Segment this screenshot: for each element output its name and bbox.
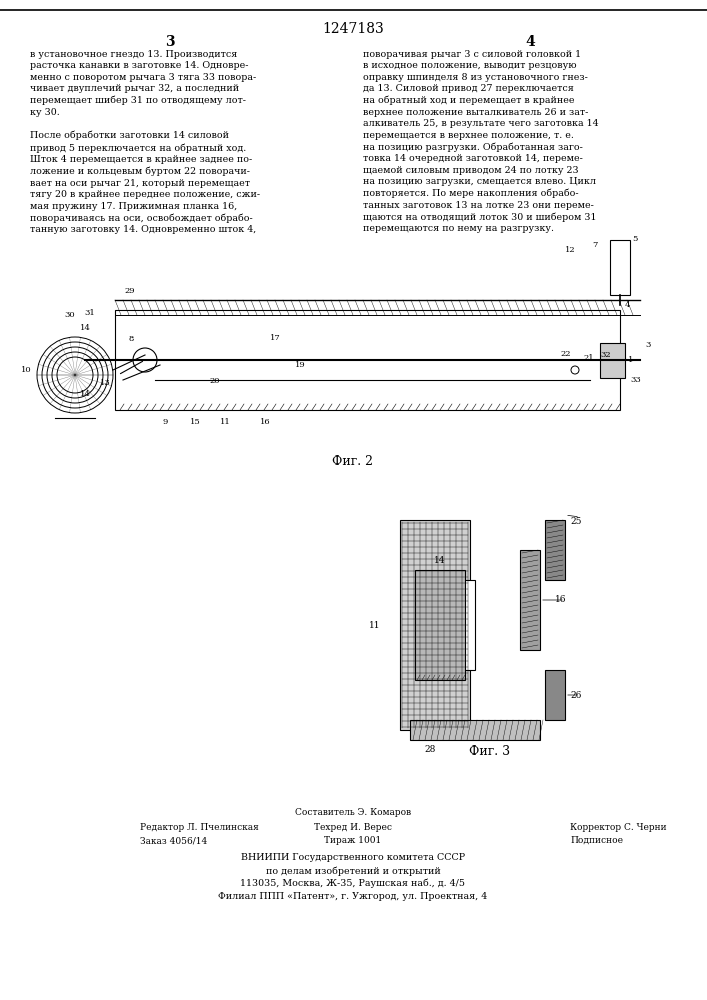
Text: 26: 26: [570, 690, 581, 700]
Text: Составитель Э. Комаров: Составитель Э. Комаров: [295, 808, 411, 817]
Text: в установочное гнездо 13. Производится
расточка канавки в заготовке 14. Одновре-: в установочное гнездо 13. Производится р…: [30, 50, 260, 234]
Text: 20: 20: [210, 377, 221, 385]
Text: 15: 15: [189, 418, 200, 426]
Text: 9: 9: [163, 418, 168, 426]
Bar: [410, 720, 540, 740]
Bar: [610, 240, 630, 295]
Text: поворачивая рычаг 3 с силовой головкой 1
в исходное положение, выводит резцовую
: поворачивая рычаг 3 с силовой головкой 1…: [363, 50, 599, 233]
Bar: [415, 580, 475, 670]
Text: 25: 25: [570, 517, 581, 526]
Text: 14: 14: [80, 390, 91, 398]
Text: 19: 19: [295, 361, 305, 369]
Text: Редактор Л. Пчелинская: Редактор Л. Пчелинская: [140, 823, 259, 832]
Circle shape: [571, 366, 579, 374]
Text: 32: 32: [600, 351, 611, 359]
Text: 10: 10: [21, 366, 32, 374]
Bar: [400, 520, 470, 730]
Text: 113035, Москва, Ж-35, Раушская наб., д. 4/5: 113035, Москва, Ж-35, Раушская наб., д. …: [240, 879, 465, 888]
Text: 31: 31: [85, 309, 95, 317]
Text: 21: 21: [583, 354, 594, 362]
Text: Техред И. Верес: Техред И. Верес: [314, 823, 392, 832]
Text: 5: 5: [632, 235, 638, 243]
Text: 22: 22: [560, 350, 571, 358]
Text: 11: 11: [368, 620, 380, 630]
Text: Фиг. 2: Фиг. 2: [332, 455, 373, 468]
Text: 11: 11: [220, 418, 230, 426]
Text: 13: 13: [100, 379, 110, 387]
Text: 14: 14: [434, 556, 445, 565]
Bar: [415, 570, 465, 680]
Text: 8: 8: [128, 335, 134, 343]
Text: 17: 17: [269, 334, 281, 342]
Text: 3: 3: [645, 341, 650, 349]
Bar: [600, 342, 625, 377]
Text: 16: 16: [555, 595, 566, 604]
Text: 30: 30: [64, 311, 76, 319]
Text: 3: 3: [165, 35, 175, 49]
Bar: [520, 550, 540, 650]
Text: 28: 28: [424, 745, 436, 754]
Text: Корректор С. Черни: Корректор С. Черни: [570, 823, 667, 832]
Text: 1247183: 1247183: [322, 22, 384, 36]
Text: 29: 29: [124, 287, 135, 295]
Text: 33: 33: [630, 376, 641, 384]
Text: 7: 7: [592, 241, 597, 249]
Bar: [115, 310, 620, 410]
Text: 12: 12: [565, 246, 575, 254]
Text: 1: 1: [628, 356, 633, 364]
Text: Тираж 1001: Тираж 1001: [325, 836, 382, 845]
Text: 16: 16: [259, 418, 270, 426]
Text: Заказ 4056/14: Заказ 4056/14: [140, 836, 207, 845]
Text: 4: 4: [525, 35, 535, 49]
Text: Филиал ППП «Патент», г. Ужгород, ул. Проектная, 4: Филиал ППП «Патент», г. Ужгород, ул. Про…: [218, 892, 488, 901]
Text: Подписное: Подписное: [570, 836, 623, 845]
Text: по делам изобретений и открытий: по делам изобретений и открытий: [266, 866, 440, 876]
Bar: [545, 520, 565, 580]
Text: 4: 4: [625, 301, 631, 309]
Bar: [545, 670, 565, 720]
Text: 14: 14: [80, 324, 91, 332]
Text: ВНИИПИ Государственного комитета СССР: ВНИИПИ Государственного комитета СССР: [241, 853, 465, 862]
Text: Фиг. 3: Фиг. 3: [469, 745, 510, 758]
